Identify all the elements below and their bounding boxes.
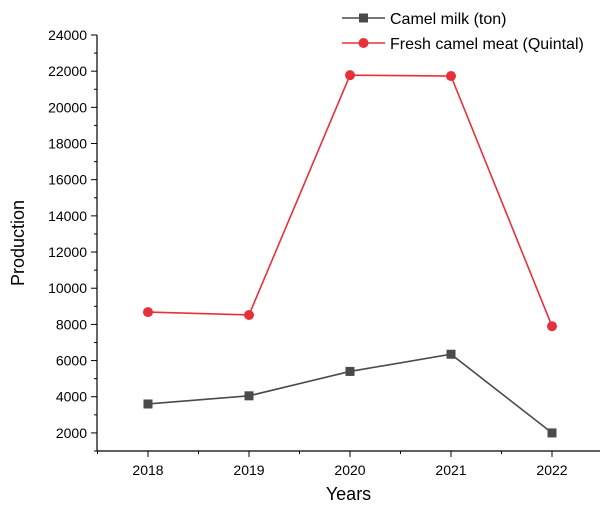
y-tick-label: 6000 (56, 353, 87, 369)
data-point-square (446, 349, 456, 359)
legend: Camel milk (ton) Fresh camel meat (Quinta… (342, 11, 584, 53)
data-point-circle (345, 70, 355, 81)
y-tick-label: 10000 (48, 280, 87, 296)
legend-marker-circle (358, 38, 369, 48)
data-point-circle (143, 307, 153, 318)
data-point-square (547, 428, 557, 438)
data-point-circle (547, 321, 557, 332)
y-tick-label: 4000 (56, 389, 87, 405)
x-tick-label: 2022 (536, 462, 567, 478)
data-point-square (143, 399, 153, 409)
x-tick-label: 2021 (435, 462, 466, 478)
data-point-square (244, 391, 254, 401)
series-line-1 (147, 353, 553, 434)
y-tick-label: 8000 (56, 316, 87, 332)
y-tick-label: 18000 (48, 136, 87, 152)
data-point-circle (244, 309, 254, 320)
y-tick-label: 24000 (48, 27, 87, 43)
x-tick-label: 2019 (233, 462, 264, 478)
data-point-circle (446, 71, 456, 82)
y-tick-label: 16000 (48, 172, 87, 188)
x-tick-label: 2020 (334, 462, 365, 478)
x-tick-label: 2018 (132, 462, 163, 478)
data-point-square (345, 366, 355, 376)
legend-label-1: Camel milk (ton) (390, 11, 506, 28)
x-axis-title: Years (326, 484, 371, 504)
legend-label-2: Fresh camel meat (Quintal) (390, 36, 584, 53)
ticks: 2000 4000 6000 8000 10000 12000 14000 16000 1800… (48, 27, 568, 478)
axes (96, 35, 600, 452)
series-line-2 (147, 74, 553, 327)
y-tick-label: 14000 (48, 208, 87, 224)
y-tick-label: 12000 (48, 244, 87, 260)
y-axis-title: Production (8, 200, 28, 286)
y-tick-label: 22000 (48, 63, 87, 79)
y-tick-label: 20000 (48, 99, 87, 115)
series-layer (143, 70, 557, 438)
legend-marker-square (359, 13, 368, 23)
y-tick-label: 2000 (56, 425, 87, 441)
